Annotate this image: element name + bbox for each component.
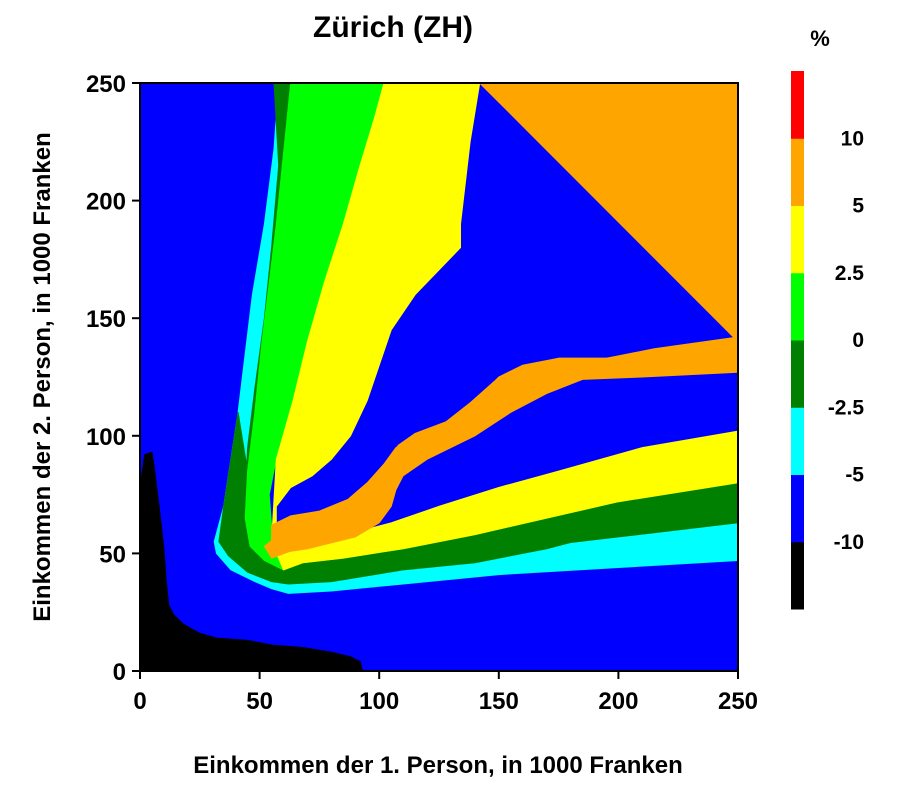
- legend-tick-label: 10: [841, 127, 864, 150]
- y-tick-label: 50: [99, 541, 126, 568]
- legend-tick-label: 5: [852, 195, 864, 218]
- legend-tick-label: 0: [852, 329, 864, 352]
- y-axis-label: Einkommen der 2. Person, in 1000 Franken: [29, 132, 56, 622]
- heatmap-region-8: [140, 451, 364, 671]
- chart-title: Zürich (ZH): [313, 11, 473, 44]
- x-tick-label: 200: [598, 688, 638, 715]
- color-legend: -10 -5 -2.5 0 2.5 5 10: [791, 71, 864, 610]
- x-tick-label: 150: [479, 688, 519, 715]
- x-axis-label: Einkommen der 1. Person, in 1000 Franken: [193, 752, 683, 779]
- legend-unit-label: %: [810, 26, 830, 51]
- legend-swatch: [791, 205, 804, 274]
- legend-swatch: [791, 474, 804, 543]
- x-tick-label: 250: [718, 688, 758, 715]
- plot-area: [140, 83, 738, 671]
- legend-tick-label: 2.5: [835, 262, 865, 285]
- x-axis: 0 50 100 150 200 250: [133, 671, 758, 715]
- legend-tick-label: -5: [845, 464, 864, 487]
- legend-swatch: [791, 138, 804, 206]
- heatmap-region-5: [271, 83, 738, 571]
- legend-swatch: [791, 407, 804, 475]
- heatmap-region-7: [263, 83, 738, 559]
- y-tick-label: 0: [113, 659, 126, 686]
- plot-frame: [139, 82, 739, 672]
- x-tick-label: 100: [359, 688, 399, 715]
- legend-tick-label: -2.5: [828, 396, 865, 419]
- legend-swatch: [791, 340, 804, 408]
- y-tick-label: 250: [86, 71, 126, 98]
- y-tick-label: 150: [86, 306, 126, 333]
- legend-swatch: [791, 541, 804, 610]
- legend-swatch: [791, 71, 804, 139]
- x-tick-label: 0: [133, 688, 146, 715]
- y-tick-label: 200: [86, 189, 126, 216]
- legend-tick-label: -10: [834, 531, 864, 554]
- y-tick-label: 100: [86, 424, 126, 451]
- y-axis: 0 50 100 150 200 250: [86, 71, 140, 686]
- x-tick-label: 50: [246, 688, 273, 715]
- legend-swatch: [791, 272, 804, 341]
